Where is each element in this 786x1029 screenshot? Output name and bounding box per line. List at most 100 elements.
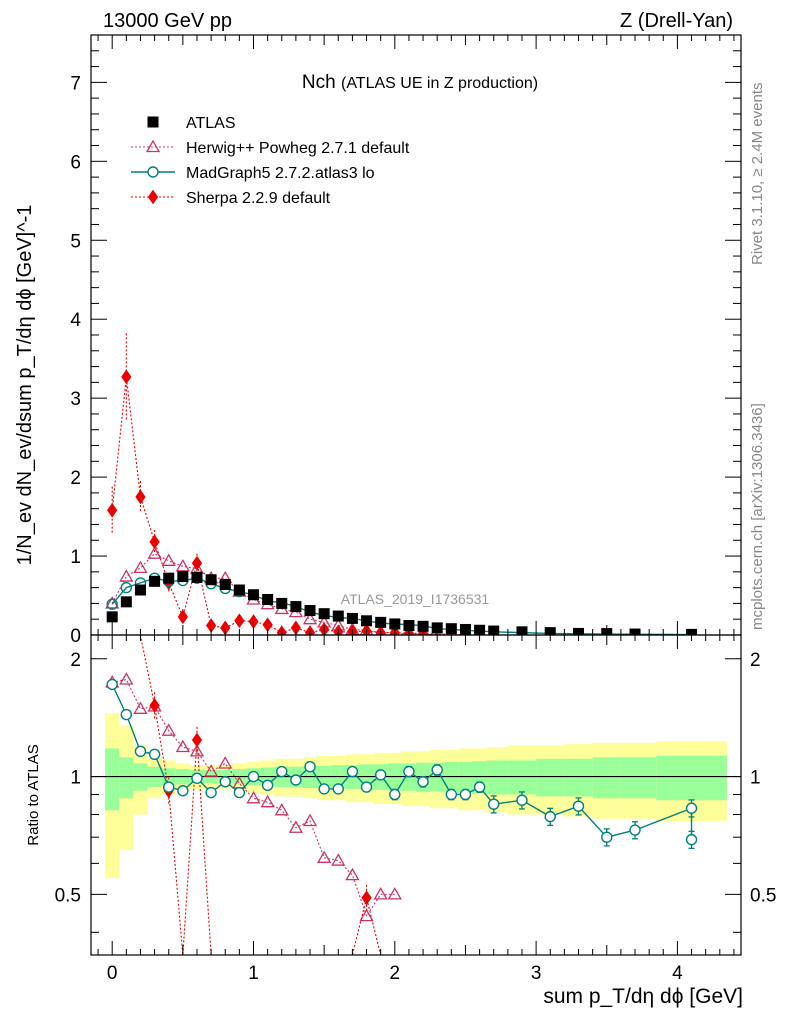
legend-entry-label: MadGraph5 2.7.2.atlas3 lo	[186, 165, 375, 182]
atlas-point	[346, 612, 358, 624]
herwig-ratio-point	[119, 672, 134, 685]
x-tick-label: 2	[390, 963, 401, 984]
ratio-y-tick-label: 1	[70, 768, 81, 789]
legend-atlas-marker	[147, 116, 159, 128]
madgraph-ratio-point	[247, 770, 260, 783]
ratio-band-inner	[592, 757, 621, 799]
madgraph-ratio-point	[346, 765, 359, 778]
madgraph-ratio-point	[205, 786, 217, 799]
ratio-band-inner	[536, 758, 565, 797]
madgraph-ratio-point	[304, 760, 316, 773]
y-tick-label: 5	[70, 231, 81, 252]
herwig-ratio-point	[373, 887, 388, 900]
ratio-band-inner	[507, 760, 537, 795]
ratio-plot-area	[91, 635, 741, 955]
atlas-point	[318, 608, 330, 620]
atlas-point	[431, 622, 443, 634]
herwig-ratio-point	[317, 850, 332, 863]
mcplots-label: mcplots.cern.ch [arXiv:1306.3436]	[749, 403, 766, 630]
atlas-point	[248, 589, 259, 601]
ratio-band-inner	[656, 755, 727, 801]
atlas-point	[375, 616, 387, 628]
madgraph-point	[106, 598, 118, 610]
herwig-point	[175, 559, 190, 572]
herwig-ratio-point	[203, 764, 219, 777]
madgraph-ratio-point	[601, 831, 613, 843]
herwig-point	[105, 596, 120, 609]
madgraph-ratio-point	[417, 776, 429, 788]
madgraph-ratio-point	[459, 788, 472, 801]
herwig-ratio-point	[161, 723, 176, 736]
sherpa-point	[107, 502, 118, 518]
y-tick-label: 2	[70, 468, 81, 489]
atlas-point	[163, 572, 175, 584]
y-tick-label: 6	[70, 152, 81, 173]
herwig-ratio-point	[260, 794, 275, 808]
atlas-point	[191, 571, 203, 583]
atlas-point	[332, 610, 344, 622]
ratio-band-inner	[444, 761, 459, 793]
sherpa-point	[121, 369, 132, 385]
atlas-point	[276, 597, 288, 609]
ratio-frame	[90, 634, 742, 956]
herwig-ratio-point	[218, 756, 233, 769]
atlas-point	[304, 605, 316, 617]
ratio-band-inner	[119, 757, 134, 799]
sherpa-ratio-point	[361, 890, 372, 906]
x-axis-label: sum p_T/dη dϕ [GeV]	[543, 985, 743, 1008]
y-tick-label: 3	[70, 389, 81, 410]
legend-sherpa-marker	[147, 189, 159, 205]
atlas-point	[205, 574, 217, 586]
plot-title: Nch (ATLAS UE in Z production)	[302, 72, 538, 93]
atlas-point	[445, 623, 457, 635]
x-tick-label: 0	[107, 963, 118, 984]
madgraph-ratio-point	[276, 765, 288, 778]
madgraph-ratio-point	[445, 788, 458, 801]
herwig-ratio-point	[246, 790, 261, 804]
ratio-y-axis-label: Ratio to ATLAS	[25, 744, 42, 845]
madgraph-ratio-point	[431, 764, 443, 776]
sherpa-point	[191, 555, 203, 571]
atlas-point	[233, 584, 245, 596]
y-tick-label: 0	[70, 626, 81, 647]
sherpa-point	[234, 613, 245, 629]
herwig-point	[147, 546, 162, 559]
madgraph-ratio-point	[332, 783, 344, 795]
madgraph-point	[120, 581, 133, 594]
y-axis-label: 1/N_ev dN_ev/dsum p_T/dη dϕ [GeV]^-1	[14, 205, 36, 566]
herwig-ratio-point	[189, 744, 205, 757]
sherpa-point	[149, 534, 160, 550]
ratio-y-tick-label: 2	[70, 650, 81, 671]
madgraph-ratio-point	[261, 779, 274, 791]
madgraph-ratio-point	[163, 781, 175, 793]
madgraph-ratio-point	[403, 765, 415, 778]
y-tick-label: 7	[70, 73, 81, 94]
herwig-ratio-point	[133, 701, 148, 714]
madgraph-ratio-point	[685, 833, 698, 846]
herwig-ratio-point	[359, 908, 374, 922]
atlas-point	[290, 601, 302, 613]
madgraph-ratio-point	[544, 810, 556, 823]
madgraph-ratio-point	[488, 798, 500, 810]
herwig-point	[133, 560, 148, 574]
plot-title-sub: (ATLAS UE in Z production)	[341, 75, 538, 92]
atlas-point	[219, 578, 231, 590]
sherpa-ratio-point	[191, 732, 203, 748]
atlas-point	[417, 620, 429, 632]
atlas-point	[403, 620, 415, 632]
herwig-line	[111, 553, 692, 635]
ratio-band-inner	[458, 761, 473, 793]
legend-herwig-marker	[145, 139, 161, 153]
madgraph-ratio-point	[572, 800, 585, 812]
madgraph-ratio-point	[318, 783, 330, 795]
plot-title-main: Nch	[302, 72, 336, 93]
axes: 0 1 2 3 4 0 1 2 3 4 5 6 7 0.5 0.5 1 1 2 2 sum p_T/dη dϕ [Ge…	[14, 34, 776, 1008]
herwig-ratio-point	[387, 887, 402, 900]
madgraph-ratio-point	[685, 802, 698, 814]
madgraph-ratio-point	[148, 748, 161, 760]
madgraph-ratio-point	[374, 769, 387, 781]
y-tick-label: 4	[70, 310, 81, 331]
atlas-point	[262, 593, 274, 605]
